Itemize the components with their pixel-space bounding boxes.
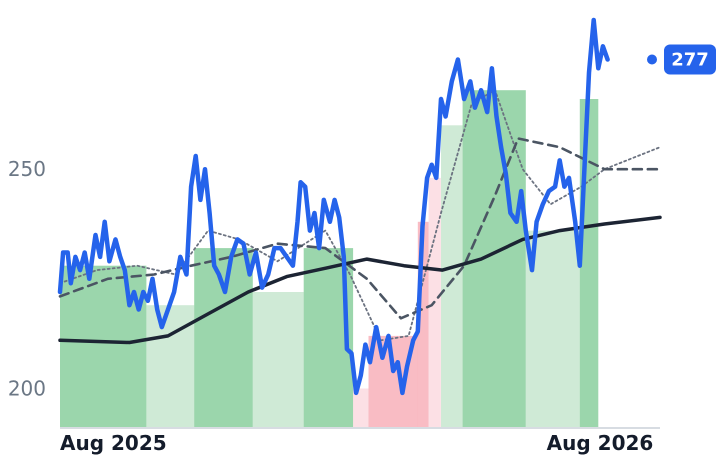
x-axis-ticks: Aug 2025 Aug 2026 [60, 431, 653, 455]
price-line [57, 17, 610, 396]
trend-band-11 [462, 90, 526, 428]
last-value-dot [647, 54, 657, 65]
series-lines [57, 17, 662, 396]
last-value-badge [664, 44, 716, 75]
trend-band-8 [417, 221, 429, 428]
trend-band-6 [353, 388, 369, 428]
y-axis-ticks: 200 250 [8, 157, 46, 400]
trend-band-4 [252, 292, 304, 428]
y-tick-label-250: 250 [8, 157, 46, 181]
x-tick-label-2: Aug 2026 [547, 431, 654, 455]
trend-bands [60, 90, 599, 429]
mid-moving-average-line [58, 137, 662, 320]
trend-band-13 [579, 99, 599, 428]
x-tick-label-1: Aug 2025 [60, 431, 167, 455]
last-value-badge-label: 277 [671, 50, 709, 71]
last-value-marker: 277 [647, 44, 716, 75]
long-moving-average-line [58, 215, 662, 345]
trend-band-3 [194, 248, 253, 428]
y-tick-label-200: 200 [8, 377, 46, 401]
trend-band-10 [441, 125, 463, 429]
